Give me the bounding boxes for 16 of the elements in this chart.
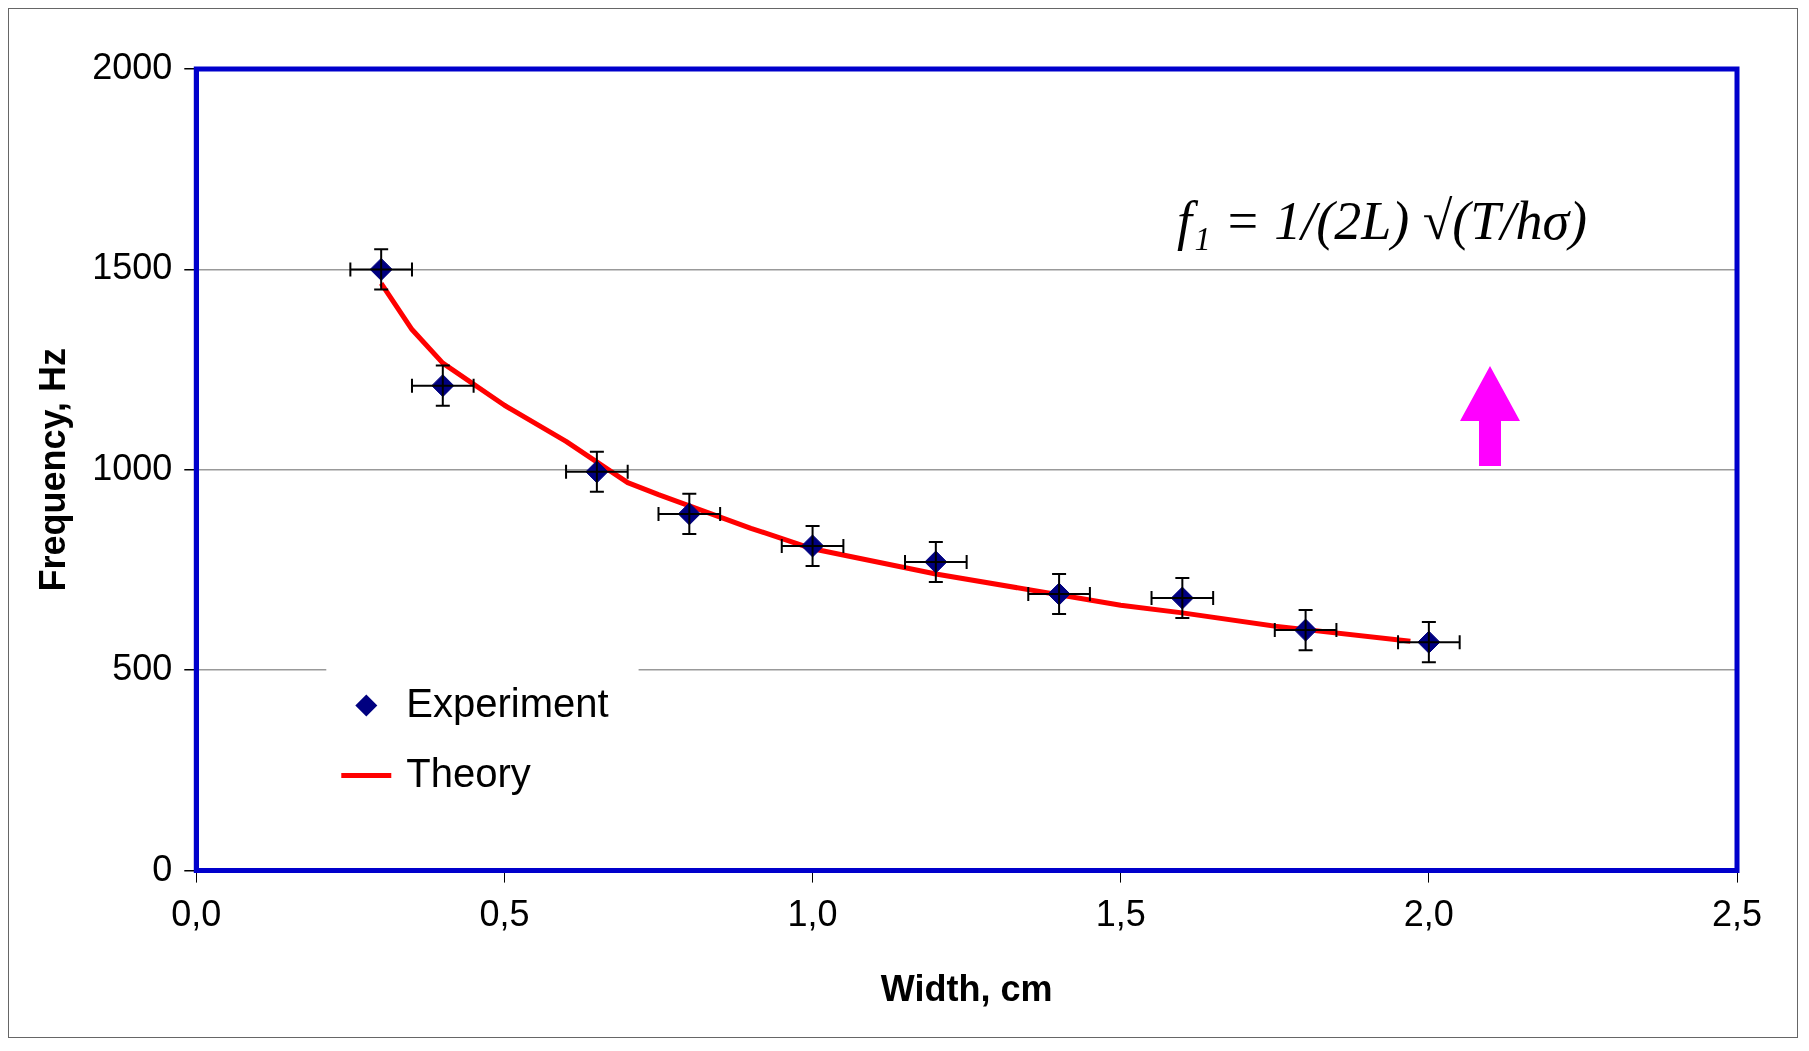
annotation: f₁ = 1/(2L) √(T/hσ)	[1177, 191, 1587, 251]
y-tick-label: 1500	[92, 246, 173, 288]
x-tick-label: 1,5	[1095, 893, 1146, 935]
y-axis-title: Frequency, Hz	[31, 348, 73, 592]
y-tick-label: 2000	[92, 45, 173, 87]
x-tick-label: 0,5	[479, 893, 530, 935]
y-tick-label: 0	[152, 847, 173, 889]
x-tick-label: 2,5	[1711, 893, 1763, 935]
x-tick-label: 1,0	[787, 893, 838, 935]
y-tick-label: 1000	[92, 446, 173, 488]
x-axis-title: Width, cm	[880, 968, 1053, 1010]
y-tick-label: 500	[112, 647, 173, 689]
x-tick-label: 2,0	[1403, 893, 1454, 935]
x-tick-label: 0,0	[171, 893, 222, 935]
legend-label: Theory	[406, 750, 531, 795]
legend-label: Experiment	[406, 680, 609, 725]
